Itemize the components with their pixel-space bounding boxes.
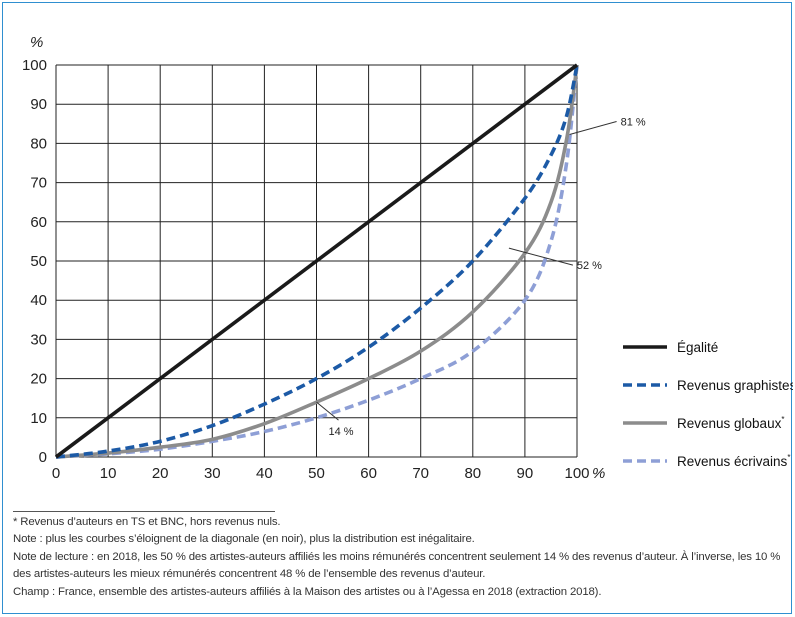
x-tick-label: 90 — [517, 465, 534, 482]
y-tick-label: 50 — [30, 253, 47, 270]
y-tick-label: 100 — [22, 57, 47, 74]
series-line-3 — [55, 64, 579, 459]
x-tick-label: 0 — [52, 465, 60, 482]
y-unit-label: % — [30, 34, 43, 51]
y-tick-label: 0 — [39, 449, 47, 466]
annotation-label-52: 52 % — [577, 260, 602, 272]
x-tick-label: 70 — [412, 465, 429, 482]
x-tick-label: 50 — [308, 465, 325, 482]
x-tick-label: 100 — [564, 465, 589, 482]
notes-divider — [13, 511, 275, 512]
x-tick-label: 10 — [100, 465, 117, 482]
x-tick-label: 60 — [360, 465, 377, 482]
legend-label-1: Revenus graphistes* — [677, 377, 793, 393]
annotation-leader-81 — [569, 120, 617, 135]
legend-asterisk: * — [781, 415, 784, 424]
y-tick-label: 20 — [30, 371, 47, 388]
y-tick-label: 40 — [30, 292, 47, 309]
annotation-label-81: 81 % — [621, 116, 646, 128]
legend-label-2: Revenus globaux* — [677, 415, 784, 431]
annotation-label-14: 14 % — [329, 426, 354, 438]
y-tick-label: 30 — [30, 331, 47, 348]
x-unit-label: % — [592, 465, 605, 482]
x-tick-label: 80 — [464, 465, 481, 482]
legend-label-3: Revenus écrivains* — [677, 453, 790, 469]
reading-note-line-2: des artistes-auteurs les mieux rémunérés… — [13, 568, 486, 581]
notes-block: * Revenus d’auteurs en TS et BNC, hors r… — [13, 514, 783, 601]
annotation-leader-52 — [508, 247, 574, 266]
note-text: Note : plus les courbes s’éloignent de l… — [13, 533, 475, 546]
y-tick-label: 10 — [30, 410, 47, 427]
footnote: * Revenus d’auteurs en TS et BNC, hors r… — [13, 516, 281, 528]
scope-note: Champ : France, ensemble des artistes-au… — [13, 585, 602, 598]
y-tick-label: 80 — [30, 135, 47, 152]
y-tick-label: 70 — [30, 175, 47, 192]
series-line-2 — [55, 64, 579, 459]
x-tick-label: 20 — [152, 465, 169, 482]
annotation-leader-14 — [316, 401, 339, 421]
legend-label-0: Égalité — [677, 340, 718, 355]
lorenz-chart: 0 10 20 30 40 50 60 70 80 90 100 0 10 20 30 40 50 60 70 80 9… — [22, 34, 793, 482]
series-line-1 — [55, 64, 579, 459]
y-tick-label: 60 — [30, 214, 47, 231]
y-tick-label: 90 — [30, 96, 47, 113]
legend-asterisk: * — [787, 453, 790, 462]
series-line-0 — [54, 63, 579, 459]
x-tick-label: 30 — [204, 465, 221, 482]
reading-note-line-1: Note de lecture : en 2018, les 50 % des … — [13, 550, 781, 563]
x-tick-label: 40 — [256, 465, 273, 482]
